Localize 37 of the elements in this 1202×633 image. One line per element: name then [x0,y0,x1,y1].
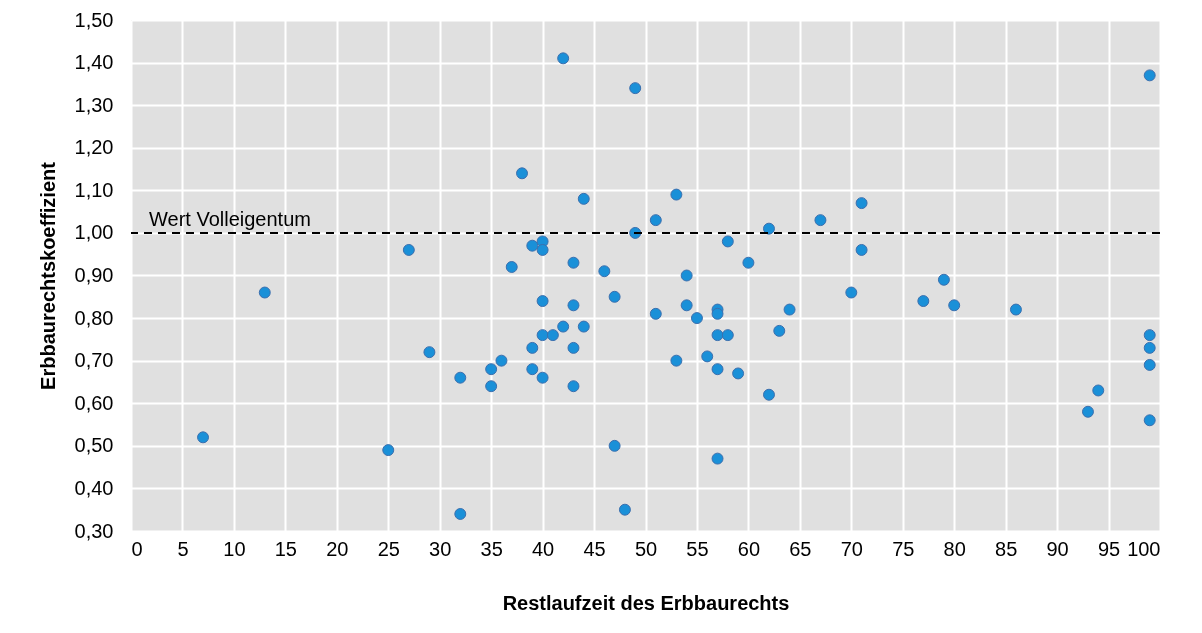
y-tick-label: 1,10 [74,178,114,201]
y-axis-title: Erbbaurechtskoeffizient [36,161,59,390]
x-tick-label: 10 [223,537,246,560]
x-tick-label: 35 [480,537,503,560]
x-tick-label: 45 [583,537,606,560]
y-tick-label: 1,50 [74,8,114,31]
x-tick-label: 100 [1127,537,1161,560]
x-tick-label: 20 [326,537,349,560]
x-axis-title: Restlaufzeit des Erbbaurechts [502,591,790,614]
x-tick-label: 65 [789,537,812,560]
y-tick-label: 1,20 [74,136,114,159]
y-tick-label: 0,60 [74,391,114,414]
y-tick-label: 0,50 [74,434,114,457]
y-tick-label: 0,90 [74,264,114,286]
x-tick-label: 5 [177,537,189,560]
x-tick-label: 70 [840,537,863,560]
x-tick-label: 50 [634,537,658,560]
y-tick-label: 1,30 [74,93,114,116]
x-tick-label: 75 [892,537,915,560]
y-tick-label: 0,80 [74,306,114,329]
x-tick-label: 55 [686,537,709,560]
x-tick-label: 40 [531,537,555,560]
x-tick-label: 0 [131,537,143,560]
x-tick-label: 60 [737,537,761,560]
x-tick-label: 95 [1097,537,1121,560]
x-tick-label: 85 [995,537,1018,560]
x-tick-label: 30 [429,537,452,560]
ref-line-label: Wert Volleigentum [149,207,311,230]
y-tick-label: 0,40 [74,476,114,499]
x-tick-label: 90 [1046,537,1069,560]
y-tick-label: 1,00 [74,221,114,244]
x-tick-label: 15 [274,537,297,560]
y-tick-label: 1,40 [74,51,114,74]
x-tick-label: 25 [377,537,400,560]
y-tick-label: 0,30 [74,519,114,542]
y-tick-label: 0,70 [74,349,114,372]
x-tick-label: 80 [943,537,966,560]
